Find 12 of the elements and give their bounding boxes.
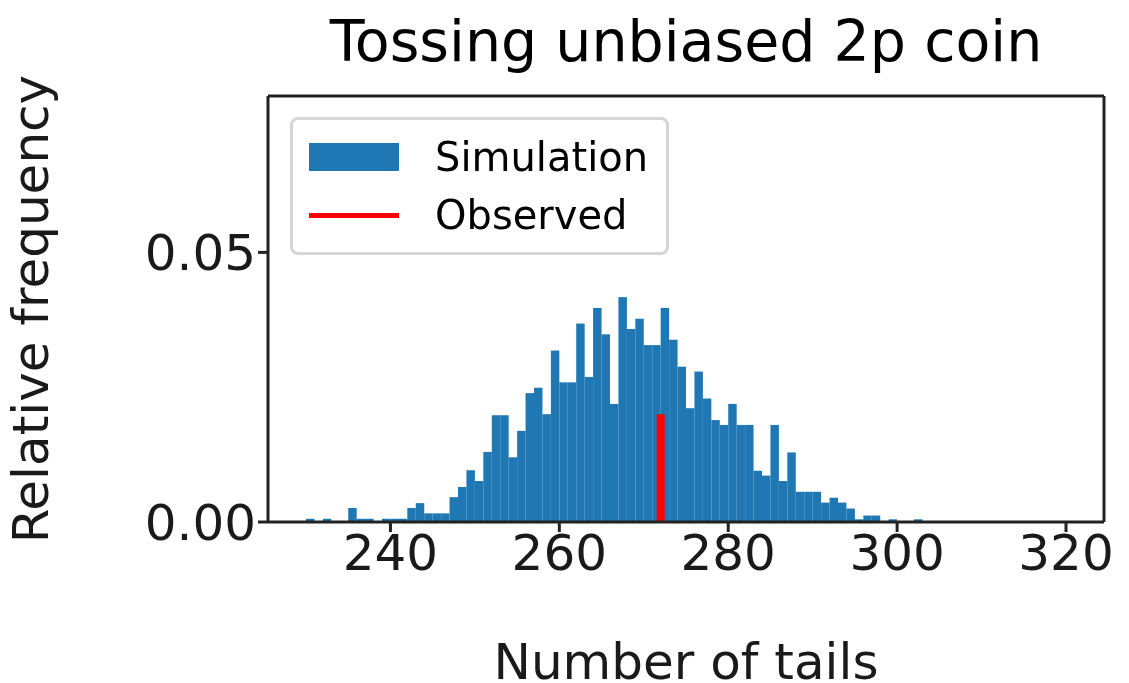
y-tick-label: 0.05 xyxy=(144,224,256,283)
x-tick-label: 280 xyxy=(680,523,776,582)
chart-title: Tossing unbiased 2p coin xyxy=(328,8,1044,74)
x-tick-label: 320 xyxy=(1018,523,1114,582)
x-tick-label: 260 xyxy=(511,523,608,582)
x-tick-label: 240 xyxy=(342,523,439,582)
y-tick-label: 0.00 xyxy=(144,493,256,552)
x-axis-title: Number of tails xyxy=(493,633,879,683)
legend-label: Observed xyxy=(435,192,628,238)
x-tick-label: 300 xyxy=(849,523,945,582)
legend-label: Simulation xyxy=(435,134,649,180)
y-axis-title: Relative frequency xyxy=(1,74,60,544)
